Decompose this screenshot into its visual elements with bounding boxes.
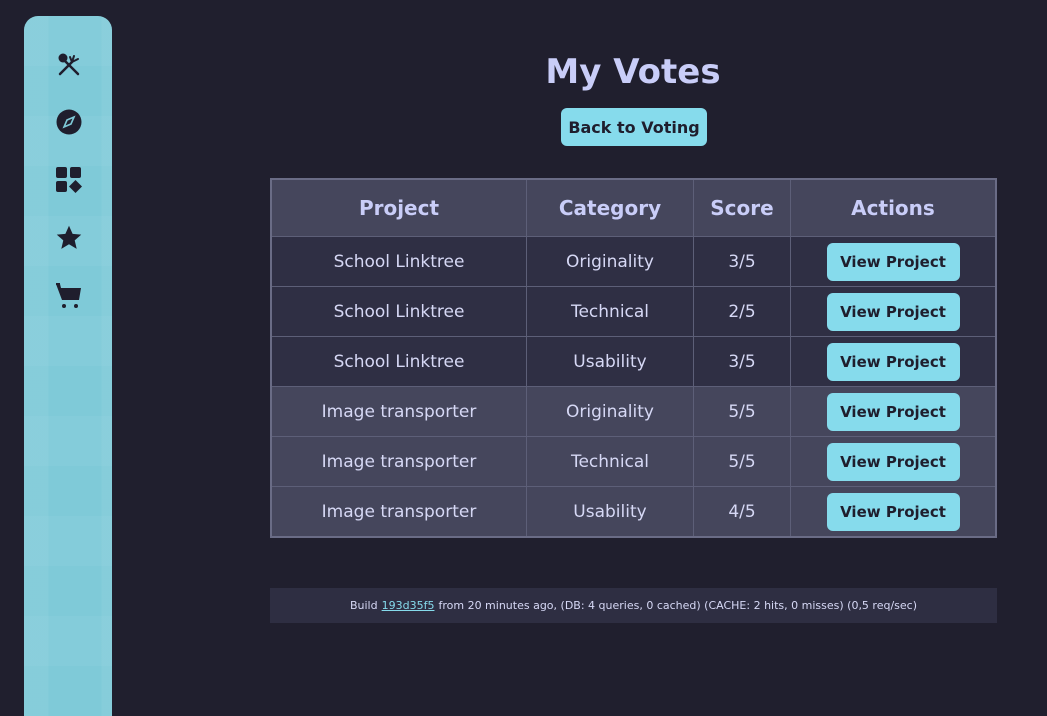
- score-cell: 4/5: [693, 486, 791, 538]
- project-cell: Image transporter: [270, 386, 527, 437]
- footer-prefix: Build: [349, 599, 378, 612]
- table-row: Image transporter Originality 5/5 View P…: [270, 386, 997, 437]
- view-project-button[interactable]: View Project: [826, 442, 960, 481]
- category-cell: Usability: [526, 486, 694, 538]
- votes-table: Project Category Score Actions School Li…: [270, 178, 997, 538]
- actions-cell: View Project: [790, 386, 997, 437]
- view-project-button[interactable]: View Project: [826, 292, 960, 331]
- star-icon[interactable]: [55, 224, 83, 252]
- table-row: Image transporter Usability 4/5 View Pro…: [270, 486, 997, 538]
- footer: Build 193d35f5 from 20 minutes ago, (DB:…: [270, 588, 997, 623]
- view-project-button[interactable]: View Project: [826, 342, 960, 381]
- actions-cell: View Project: [790, 236, 997, 287]
- score-cell: 3/5: [693, 336, 791, 387]
- category-cell: Originality: [526, 386, 694, 437]
- compass-icon[interactable]: [55, 108, 83, 136]
- table-row: School Linktree Originality 3/5 View Pro…: [270, 236, 997, 287]
- category-cell: Technical: [526, 286, 694, 337]
- column-header-project: Project: [270, 178, 527, 237]
- score-cell: 2/5: [693, 286, 791, 337]
- category-cell: Usability: [526, 336, 694, 387]
- apps-icon[interactable]: [55, 166, 83, 194]
- column-header-actions: Actions: [790, 178, 997, 237]
- table-row: School Linktree Technical 2/5 View Proje…: [270, 286, 997, 337]
- view-project-button[interactable]: View Project: [826, 492, 960, 531]
- utensils-icon[interactable]: [55, 50, 83, 78]
- project-cell: School Linktree: [270, 236, 527, 287]
- view-project-button[interactable]: View Project: [826, 242, 960, 281]
- score-cell: 5/5: [693, 386, 791, 437]
- actions-cell: View Project: [790, 336, 997, 387]
- build-hash-link[interactable]: 193d35f5: [381, 599, 435, 612]
- actions-cell: View Project: [790, 486, 997, 538]
- sidebar: [24, 16, 112, 716]
- column-header-category: Category: [526, 178, 694, 237]
- view-project-button[interactable]: View Project: [826, 392, 960, 431]
- table-row: Image transporter Technical 5/5 View Pro…: [270, 436, 997, 487]
- score-cell: 3/5: [693, 236, 791, 287]
- category-cell: Technical: [526, 436, 694, 487]
- actions-cell: View Project: [790, 436, 997, 487]
- cart-icon[interactable]: [55, 282, 83, 310]
- column-header-score: Score: [693, 178, 791, 237]
- project-cell: Image transporter: [270, 486, 527, 538]
- actions-cell: View Project: [790, 286, 997, 337]
- project-cell: Image transporter: [270, 436, 527, 487]
- category-cell: Originality: [526, 236, 694, 287]
- table-row: School Linktree Usability 3/5 View Proje…: [270, 336, 997, 387]
- project-cell: School Linktree: [270, 286, 527, 337]
- score-cell: 5/5: [693, 436, 791, 487]
- back-to-voting-button[interactable]: Back to Voting: [561, 108, 707, 146]
- footer-stats: from 20 minutes ago, (DB: 4 queries, 0 c…: [438, 599, 918, 612]
- page-title: My Votes: [545, 52, 721, 92]
- project-cell: School Linktree: [270, 336, 527, 387]
